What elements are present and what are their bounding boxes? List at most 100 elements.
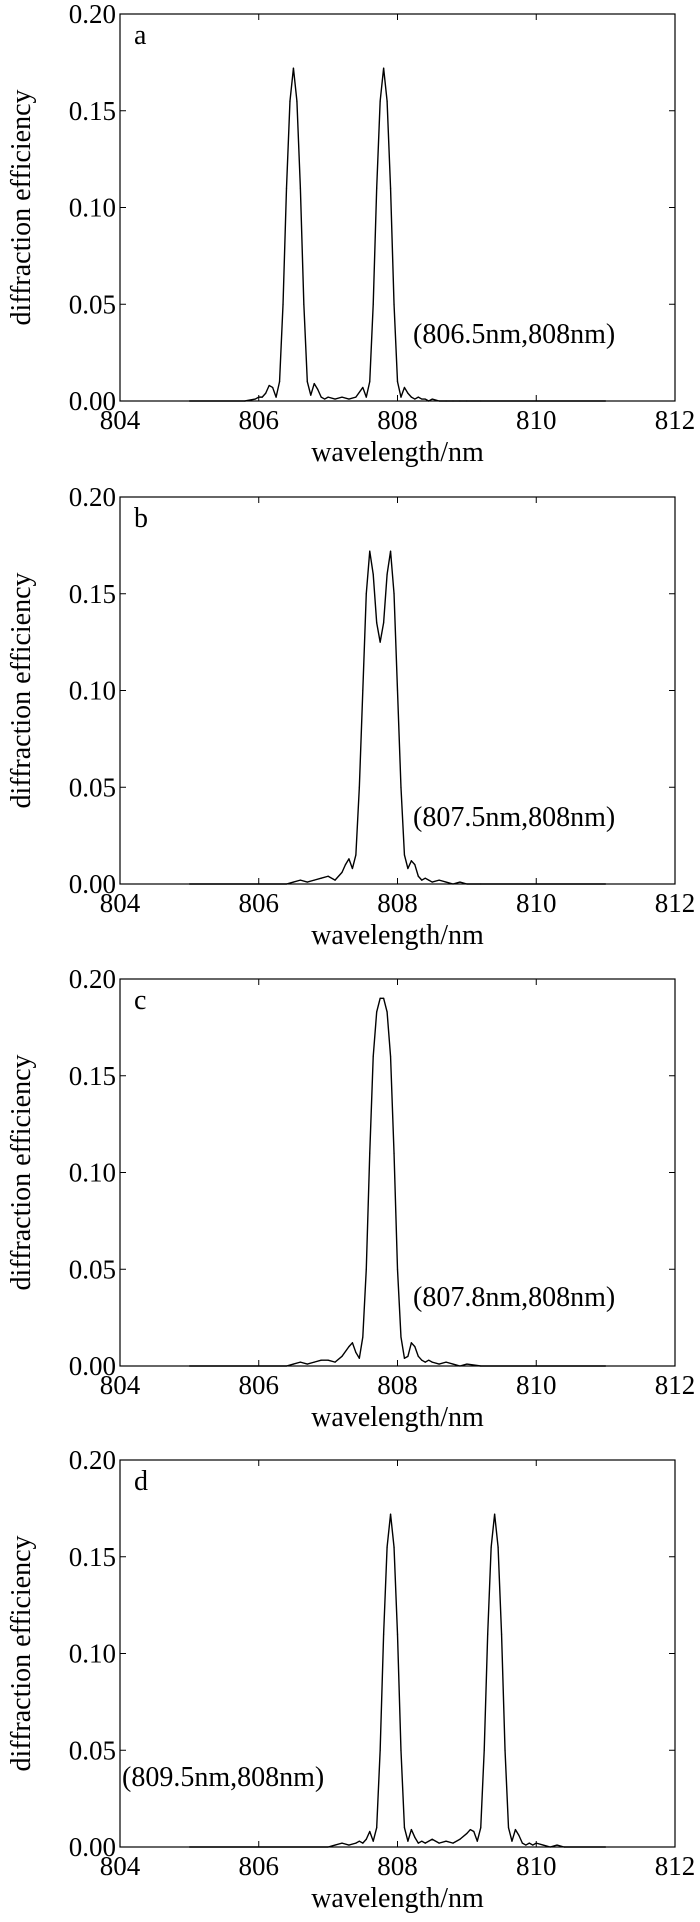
y-tick-label: 0.05 [69, 1735, 116, 1765]
data-point [535, 1842, 537, 1844]
data-point [438, 879, 440, 881]
data-point [244, 400, 246, 402]
data-point [320, 877, 322, 879]
data-point [459, 400, 461, 402]
data-point [327, 875, 329, 877]
data-point [355, 854, 357, 856]
data-point [365, 1838, 367, 1840]
y-tick-label: 0.20 [69, 482, 116, 512]
data-point [292, 1363, 295, 1365]
x-axis-label: wavelength/nm [311, 1402, 484, 1433]
data-point [327, 396, 329, 398]
data-point [334, 1844, 336, 1846]
data-point [438, 400, 440, 402]
data-point [393, 303, 395, 305]
data-point [480, 883, 482, 885]
data-point [480, 1365, 482, 1367]
data-point [362, 1336, 364, 1338]
data-point [348, 1346, 350, 1348]
data-point [605, 400, 607, 402]
data-point [490, 1546, 492, 1548]
panel-label: d [134, 1466, 148, 1497]
data-point [313, 1361, 315, 1363]
data-point [504, 1749, 506, 1751]
data-point [303, 303, 305, 305]
data-point [428, 879, 430, 881]
data-point [542, 1844, 544, 1846]
data-point [386, 1011, 388, 1013]
panel-label: a [134, 20, 147, 51]
data-point [299, 187, 301, 189]
data-point [327, 1846, 329, 1848]
data-point [351, 867, 354, 870]
data-point [452, 1363, 454, 1365]
data-point [407, 1355, 409, 1357]
data-point [494, 1513, 496, 1515]
data-point [421, 1359, 423, 1361]
y-tick-label: 0.00 [69, 869, 116, 899]
data-point [417, 875, 419, 877]
data-point [334, 879, 336, 881]
data-point [431, 1838, 433, 1840]
data-point [525, 1844, 527, 1846]
data-point [299, 879, 301, 881]
data-point [466, 1832, 468, 1835]
data-point [445, 1840, 447, 1842]
y-tick-label: 0.15 [69, 1061, 116, 1091]
data-point [358, 786, 360, 788]
data-point [265, 392, 267, 394]
data-point [507, 1827, 510, 1829]
data-point [258, 396, 260, 398]
data-point [410, 1828, 412, 1831]
data-point [396, 1268, 399, 1270]
x-tick-label: 806 [239, 888, 280, 918]
data-point [285, 1365, 288, 1367]
data-point [306, 1363, 308, 1365]
data-point [379, 100, 381, 102]
data-point [532, 1844, 534, 1846]
data-point [317, 388, 319, 390]
data-point [261, 396, 263, 398]
data-point [383, 997, 385, 999]
data-point [417, 396, 419, 398]
y-tick-label: 0.10 [69, 1158, 116, 1188]
data-point [376, 1827, 378, 1829]
x-tick-label: 808 [377, 405, 418, 435]
y-tick-label: 0.00 [69, 386, 116, 416]
data-point [528, 1842, 530, 1844]
wavelength-annotation: (809.5nm,808nm) [122, 1762, 324, 1793]
data-point [480, 400, 482, 402]
data-point [396, 689, 399, 692]
data-point [421, 398, 423, 400]
y-axis-label: diffraction efficiency [6, 89, 37, 325]
data-point [400, 1749, 402, 1751]
data-point [396, 381, 399, 383]
data-point [438, 1842, 440, 1844]
series-line [189, 550, 606, 885]
data-point [327, 1359, 329, 1361]
data-point [414, 864, 416, 866]
data-point [407, 1840, 409, 1842]
data-point [379, 997, 381, 999]
data-point [299, 1361, 301, 1363]
y-tick-label: 0.20 [69, 0, 116, 29]
data-point [341, 1842, 343, 1844]
data-point [521, 1842, 523, 1844]
series-line [189, 997, 606, 1367]
x-tick-label: 810 [516, 405, 557, 435]
data-point [285, 883, 288, 885]
data-point [452, 883, 454, 885]
data-point [389, 187, 392, 189]
data-point [372, 573, 374, 576]
data-point [410, 396, 412, 398]
data-point [355, 1842, 357, 1844]
data-point [362, 689, 364, 692]
data-point [320, 1359, 322, 1361]
data-point [407, 867, 409, 870]
y-tick-label: 0.00 [69, 1351, 116, 1381]
data-point [334, 398, 336, 400]
data-point [497, 1546, 499, 1548]
y-tick-label: 0.05 [69, 772, 116, 802]
data-point [407, 392, 409, 394]
data-point [386, 1546, 388, 1548]
